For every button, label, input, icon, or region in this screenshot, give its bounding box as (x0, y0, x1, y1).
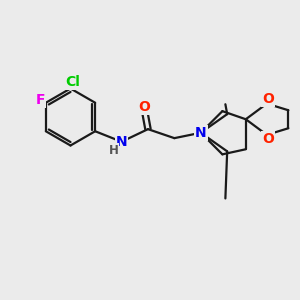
Text: O: O (138, 100, 150, 114)
Text: O: O (262, 92, 274, 106)
Text: Cl: Cl (65, 75, 80, 89)
Text: N: N (116, 135, 127, 149)
Text: N: N (195, 126, 207, 140)
Text: H: H (109, 144, 118, 157)
Text: O: O (262, 132, 274, 146)
Text: F: F (36, 93, 45, 107)
